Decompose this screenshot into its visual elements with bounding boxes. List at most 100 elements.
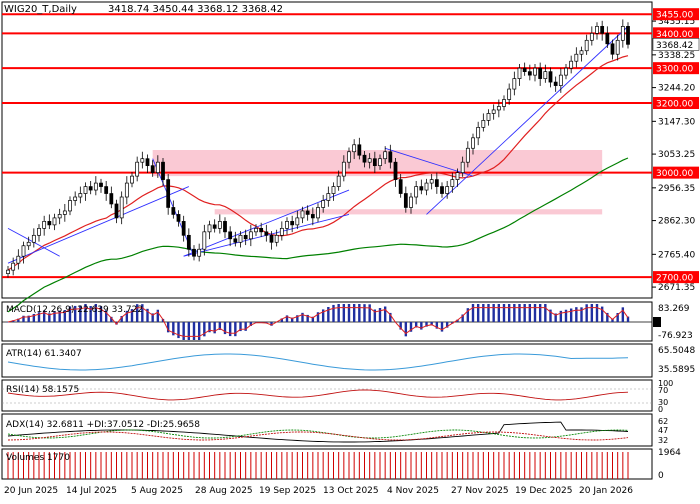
ma-green-line: [7, 157, 629, 313]
level-label-bg-3: [653, 96, 699, 109]
rsi-tick-label-2: 30: [658, 398, 668, 407]
macd-bar-13: [73, 305, 77, 322]
macd-signal-line: [7, 307, 629, 337]
candle-body-56: [295, 217, 300, 226]
macd-bar-112: [585, 304, 588, 322]
macd-bar-45: [239, 322, 242, 332]
candle-body-71: [372, 158, 377, 167]
chart-header-ohlc: 3418.74 3450.44 3368.12 3368.42: [108, 4, 283, 15]
candle-body-53: [279, 228, 284, 236]
adx-tick-label-0: 62: [658, 417, 668, 426]
macd-bar-65: [342, 304, 346, 322]
macd-bar-97: [507, 304, 511, 322]
adx-tick-label-1: 47: [658, 426, 668, 435]
macd-bar-110: [575, 307, 578, 322]
x-tick-label-8: 19 Dec 2025: [515, 486, 573, 496]
volume-tick-label-1: 0: [658, 471, 664, 481]
candle-body-98: [512, 78, 517, 90]
macd-bar-55: [290, 317, 294, 322]
macd-bar-68: [358, 304, 361, 322]
macd-bar-14: [79, 305, 82, 322]
candle-body-7: [42, 221, 47, 229]
candle-body-58: [305, 210, 310, 215]
candle-body-115: [600, 26, 605, 34]
candle-body-89: [465, 147, 470, 163]
rsi-tick-label-1: 70: [658, 386, 668, 395]
candle-body-75: [393, 161, 398, 180]
candle-body-39: [207, 224, 212, 233]
macd-bar-59: [311, 316, 315, 322]
candle-body-29: [155, 161, 160, 173]
candle-body-11: [62, 210, 67, 215]
macd-bar-18: [99, 306, 103, 322]
candle-body-64: [336, 175, 341, 187]
x-tick-label-7: 27 Nov 2025: [451, 486, 509, 496]
macd-bar-82: [430, 322, 433, 326]
candle-body-99: [517, 67, 522, 79]
volume-panel-frame: [1, 448, 653, 480]
price-tick-label-5: 2956.35: [658, 184, 695, 194]
macd-bar-12: [68, 306, 72, 322]
candle-body-108: [564, 67, 568, 76]
macd-bar-107: [559, 310, 563, 322]
macd-bar-91: [476, 304, 480, 322]
candle-body-100: [522, 67, 527, 72]
macd-bar-71: [373, 309, 377, 322]
macd-bar-120: [626, 316, 630, 322]
candle-body-10: [57, 214, 62, 219]
macd-bar-46: [244, 322, 247, 331]
candle-body-72: [378, 158, 382, 167]
macd-bar-40: [213, 322, 216, 334]
current-price-bg: [652, 38, 700, 51]
macd-bar-79: [414, 322, 418, 328]
candle-body-26: [140, 158, 145, 163]
price-tick-label-2: 3244.20: [658, 84, 695, 94]
macd-bar-23: [125, 310, 129, 322]
level-label-5: 2700.00: [656, 274, 693, 284]
macd-zero-label-bg: [653, 317, 661, 327]
macd-bar-56: [296, 315, 299, 322]
candle-body-48: [254, 228, 258, 233]
macd-bar-17: [94, 304, 98, 322]
macd-bar-92: [482, 304, 485, 322]
macd-bar-111: [580, 307, 583, 322]
macd-bar-51: [270, 322, 273, 326]
candle-body-84: [440, 186, 444, 194]
macd-bar-96: [502, 304, 506, 322]
level-label-3: 3200.00: [656, 99, 693, 109]
candle-body-16: [88, 186, 93, 191]
level-label-bg-1: [653, 27, 699, 40]
candle-body-40: [212, 224, 217, 229]
macd-bar-63: [332, 304, 335, 322]
macd-bar-72: [378, 308, 382, 322]
candle-body-120: [626, 26, 630, 45]
candle-body-23: [124, 182, 129, 198]
macd-bar-19: [104, 310, 108, 322]
adx-panel-frame: [1, 413, 653, 447]
candle-body-21: [114, 203, 119, 219]
candle-body-78: [409, 196, 413, 208]
candle-body-116: [605, 32, 610, 45]
macd-bar-105: [549, 309, 552, 322]
candle-body-54: [285, 221, 289, 229]
macd-bar-95: [497, 304, 501, 322]
macd-bar-69: [363, 304, 366, 322]
macd-bar-119: [621, 307, 625, 322]
candle-body-97: [507, 88, 512, 100]
candle-body-30: [161, 161, 165, 180]
candle-body-73: [383, 151, 388, 160]
macd-bar-9: [53, 311, 56, 322]
candle-body-94: [491, 109, 496, 114]
current-price-label: 3368.42: [656, 41, 693, 51]
candle-body-33: [176, 214, 181, 222]
candle-body-68: [357, 144, 362, 156]
macd-bar-99: [518, 304, 521, 322]
candle-body-31: [166, 179, 171, 208]
candle-body-112: [584, 39, 589, 52]
level-label-1: 3400.00: [656, 30, 693, 40]
macd-bar-38: [203, 322, 206, 337]
macd-bar-94: [492, 304, 495, 322]
candle-body-27: [145, 158, 150, 167]
x-tick-label-1: 14 Jul 2025: [66, 486, 117, 496]
price-tick-label-6: 2862.30: [658, 217, 695, 227]
